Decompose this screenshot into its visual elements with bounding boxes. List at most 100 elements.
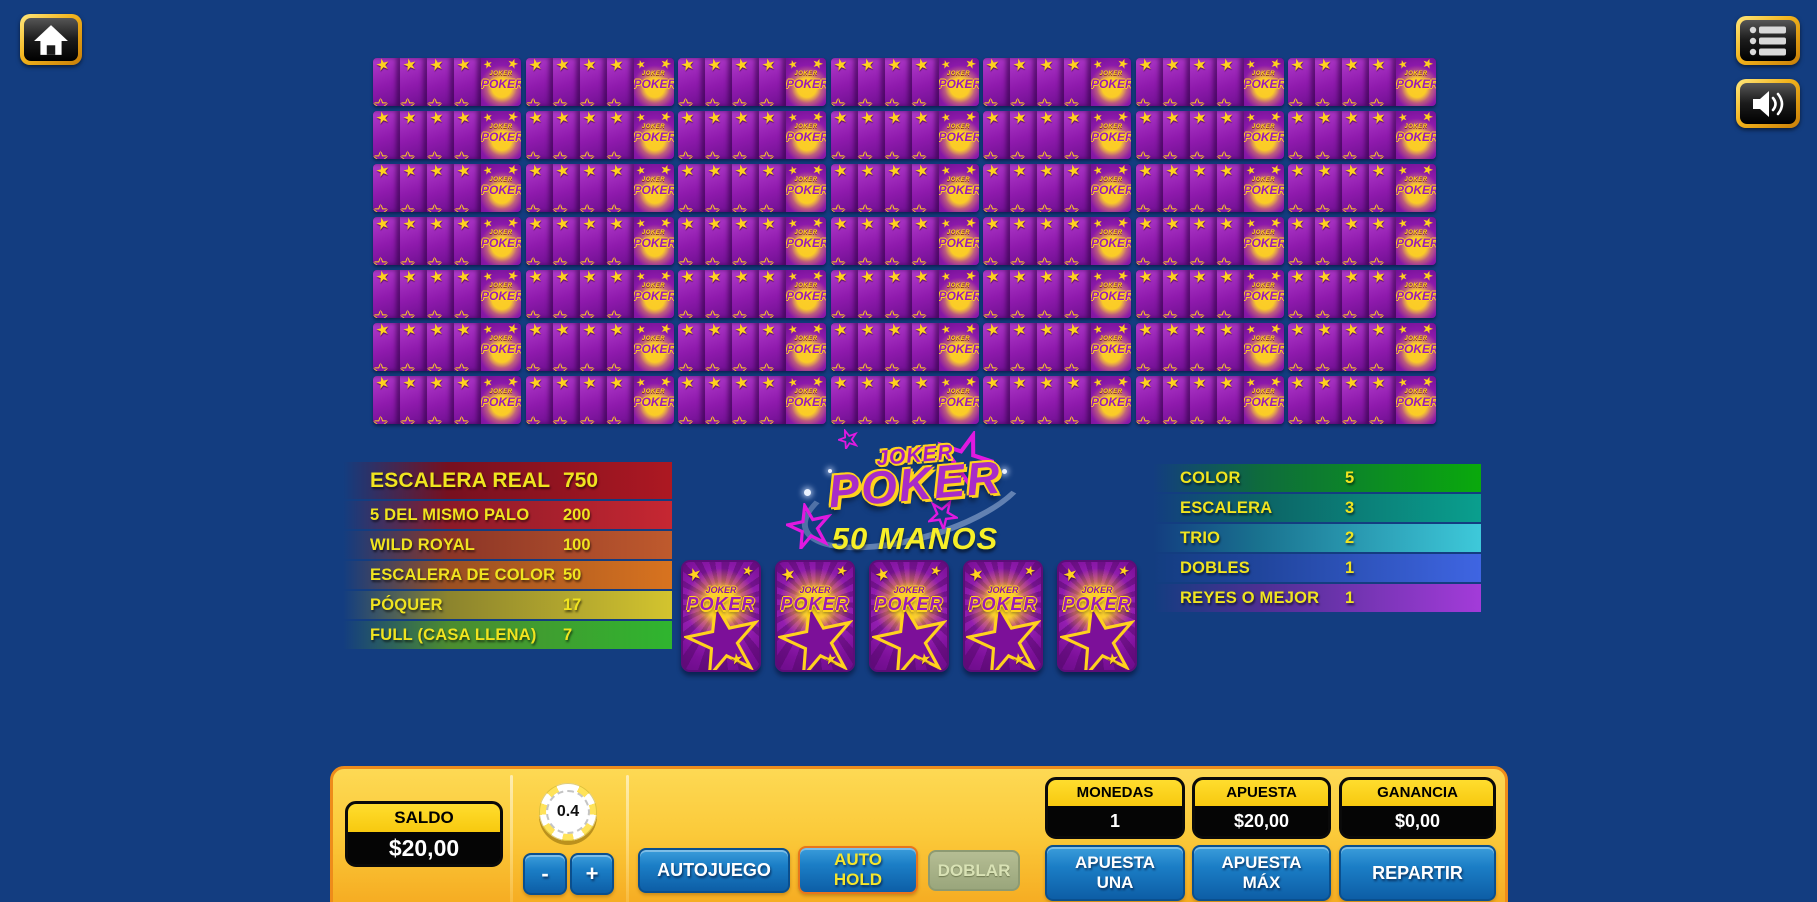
mini-card-back-logo: ★ ★ JOKER POKER <box>1243 376 1284 424</box>
mini-card-back-logo: ★ ★ JOKER POKER <box>1243 111 1284 159</box>
mini-card-back: ★ ★ <box>1216 111 1244 159</box>
star-icon: ★ <box>525 308 541 318</box>
star-icon: ★ <box>553 376 572 394</box>
mini-card-back: ★ ★ <box>400 217 427 265</box>
mini-hand: ★ ★ ★ ★ ★ ★ ★ ★ ★ ★ JOKER POKER <box>983 270 1131 318</box>
star-icon: ★ <box>373 414 389 424</box>
mini-card-back: ★ ★ <box>1288 270 1315 318</box>
home-button[interactable] <box>20 14 82 65</box>
mini-card-back: ★ ★ <box>525 111 553 159</box>
mini-card-back: ★ ★ <box>857 111 885 159</box>
star-icon: ★ <box>552 149 568 159</box>
star-icon: ★ <box>634 164 647 179</box>
star-icon: ★ <box>526 217 545 235</box>
card-logo-joker: JOKER <box>641 230 666 236</box>
deal-button[interactable]: REPARTIR <box>1339 845 1496 901</box>
star-icon: ★ <box>1163 323 1182 341</box>
paytable-payout: 50 <box>563 565 582 584</box>
star-icon: ★ <box>454 255 470 265</box>
decrease-bet-button[interactable]: - <box>523 853 567 895</box>
star-icon: ★ <box>1369 308 1385 318</box>
star-icon: ★ <box>401 164 420 182</box>
mini-card-back: ★ ★ <box>1162 111 1190 159</box>
card-logo-joker: JOKER <box>1404 71 1428 77</box>
star-icon: ★ <box>373 202 389 212</box>
mini-card-back: ★ ★ <box>705 164 732 212</box>
mini-hand: ★ ★ ★ ★ ★ ★ ★ ★ ★ ★ JOKER POKER <box>1135 58 1284 106</box>
increase-bet-button[interactable]: + <box>570 853 614 895</box>
autoplay-button[interactable]: AUTOJUEGO <box>638 848 790 893</box>
mini-card-back: ★ ★ <box>1037 58 1064 106</box>
card-back[interactable]: JOKER POKER ★ ★ ★ <box>963 560 1043 672</box>
card-logo-joker: JOKER <box>641 124 666 130</box>
card-logo-joker: JOKER <box>794 389 818 395</box>
star-icon: ★ <box>1315 96 1331 106</box>
star-icon: ★ <box>983 255 999 265</box>
star-icon: ★ <box>857 96 873 106</box>
mini-card-back: ★ ★ <box>705 270 732 318</box>
card-logo-joker: JOKER <box>489 336 513 342</box>
card-logo-poker: POKER <box>481 236 521 250</box>
star-icon: ★ <box>830 361 846 371</box>
auto-hold-button[interactable]: AUTO HOLD <box>798 846 918 894</box>
mini-card-back: ★ ★ <box>830 376 858 424</box>
paytable-hand-name: 5 DEL MISMO PALO <box>370 505 530 524</box>
star-icon: ★ <box>579 361 595 371</box>
star-icon: ★ <box>1369 149 1385 159</box>
mini-hand: ★ ★ ★ ★ ★ ★ ★ ★ ★ ★ JOKER POKER <box>525 58 674 106</box>
star-icon: ★ <box>912 323 931 341</box>
star-icon: ★ <box>884 149 900 159</box>
mini-card-back: ★ ★ <box>1010 111 1037 159</box>
star-icon: ★ <box>1370 111 1389 129</box>
mini-card-back: ★ ★ <box>1064 58 1091 106</box>
star-icon: ★ <box>481 323 495 338</box>
star-icon: ★ <box>786 270 800 285</box>
star-icon: ★ <box>1162 308 1178 318</box>
card-logo-poker: POKER <box>968 594 1038 614</box>
mini-card-back-logo: ★ ★ JOKER POKER <box>1243 217 1284 265</box>
control-bar: SALDO $20,00 0.4 - + AUTOJUEGO AUTO HOLD… <box>330 766 1508 902</box>
card-back[interactable]: JOKER POKER ★ ★ ★ <box>1057 560 1137 672</box>
mini-card-back-logo: ★ ★ JOKER POKER <box>938 323 979 371</box>
mini-card-back-logo: ★ ★ JOKER POKER <box>1091 376 1131 424</box>
mini-card-back: ★ ★ <box>1342 376 1369 424</box>
card-logo-poker: POKER <box>938 183 979 197</box>
star-icon: ★ <box>884 308 900 318</box>
star-icon: ★ <box>1135 361 1151 371</box>
card-logo-poker: POKER <box>1091 342 1131 356</box>
card-logo-poker: POKER <box>633 130 674 144</box>
mini-card-back: ★ ★ <box>678 164 705 212</box>
mini-hand: ★ ★ ★ ★ ★ ★ ★ ★ ★ ★ JOKER POKER <box>525 323 674 371</box>
bet-max-button[interactable]: APUESTA MÁX <box>1192 845 1331 901</box>
star-icon: ★ <box>427 96 443 106</box>
card-back[interactable]: JOKER POKER ★ ★ ★ <box>775 560 855 672</box>
star-icon: ★ <box>427 202 443 212</box>
star-icon: ★ <box>373 96 389 106</box>
star-icon: ★ <box>455 217 474 235</box>
star-icon: ★ <box>984 164 1003 182</box>
star-icon: ★ <box>1104 650 1121 669</box>
card-logo-poker: POKER <box>1091 395 1131 409</box>
star-icon: ★ <box>481 376 495 391</box>
sound-button[interactable] <box>1736 79 1800 128</box>
star-icon: ★ <box>1216 414 1232 424</box>
star-icon: ★ <box>885 164 904 182</box>
card-logo-joker: JOKER <box>489 71 513 77</box>
menu-button[interactable] <box>1736 16 1800 65</box>
coin-value-chip: 0.4 <box>539 783 597 841</box>
card-back[interactable]: JOKER POKER ★ ★ ★ <box>681 560 761 672</box>
mini-card-back: ★ ★ <box>579 111 607 159</box>
mini-hand: ★ ★ ★ ★ ★ ★ ★ ★ ★ ★ JOKER POKER <box>983 376 1131 424</box>
mini-card-back: ★ ★ <box>732 164 759 212</box>
bet-one-button[interactable]: APUESTA UNA <box>1045 845 1185 901</box>
mini-card-back: ★ ★ <box>884 376 912 424</box>
mini-card-back: ★ ★ <box>1315 164 1342 212</box>
card-logo-joker: JOKER <box>641 389 666 395</box>
star-icon: ★ <box>1190 376 1209 394</box>
star-icon: ★ <box>1010 96 1026 106</box>
card-logo-joker: JOKER <box>1404 177 1428 183</box>
star-icon: ★ <box>374 111 393 129</box>
mini-card-back-logo: ★ ★ JOKER POKER <box>1091 111 1131 159</box>
card-back[interactable]: JOKER POKER ★ ★ ★ <box>869 560 949 672</box>
double-button[interactable]: DOBLAR <box>928 850 1020 891</box>
